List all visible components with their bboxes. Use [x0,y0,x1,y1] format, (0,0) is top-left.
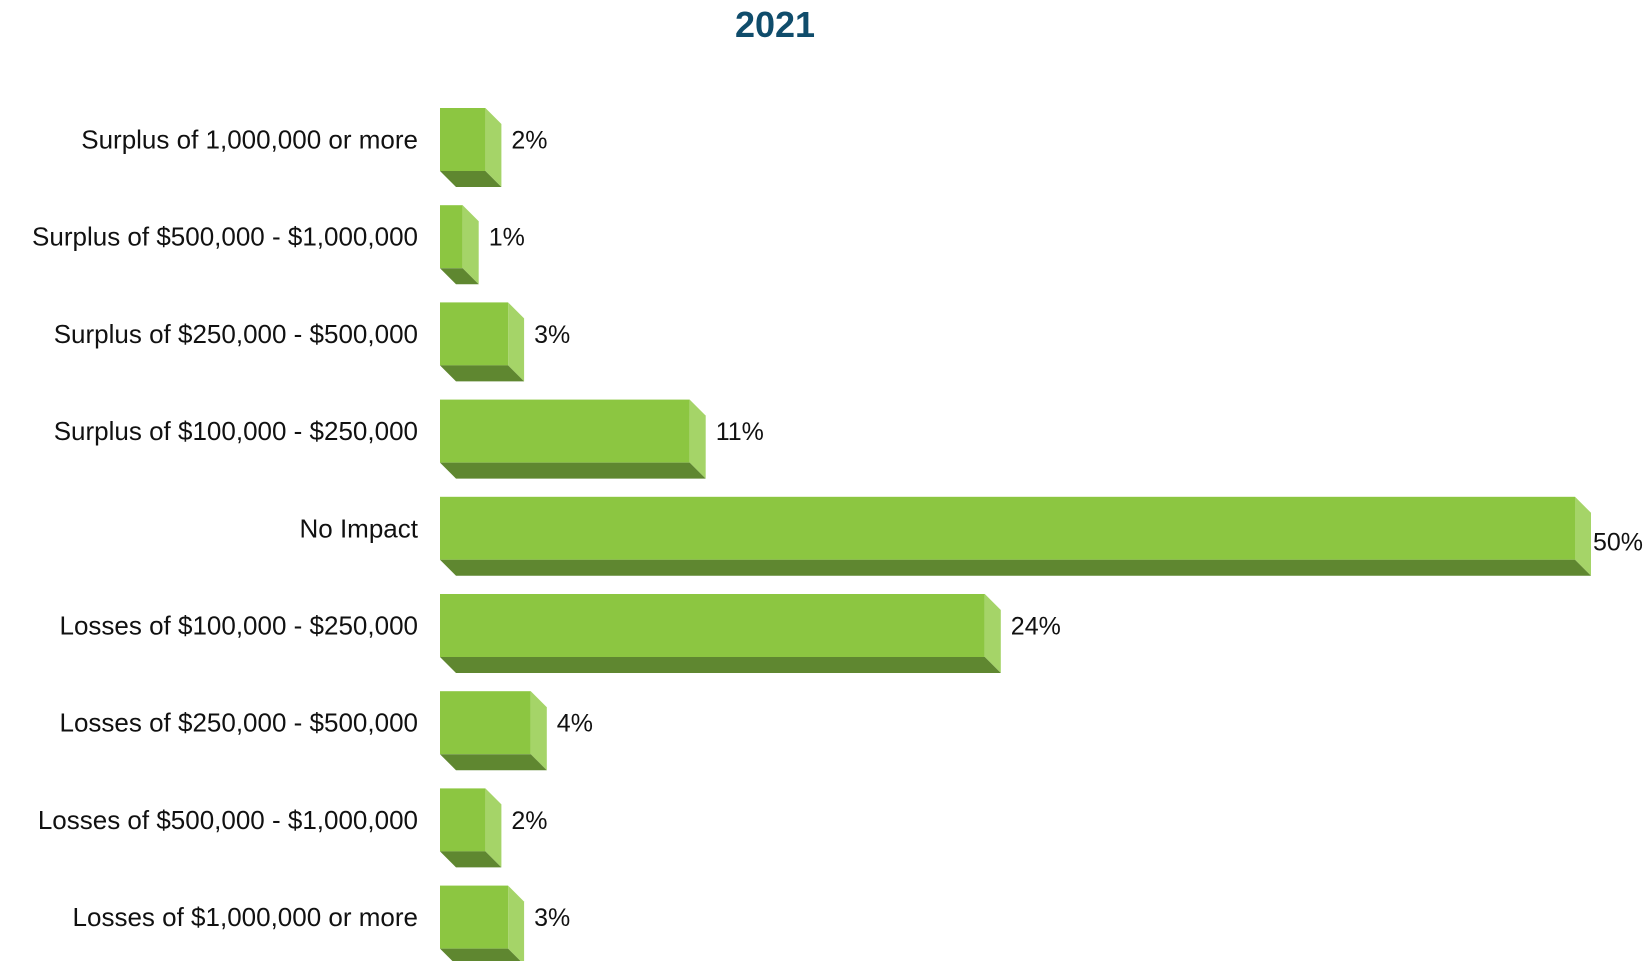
bar-group [440,302,525,382]
bar-side [462,205,479,285]
category-label: Surplus of $500,000 - $1,000,000 [32,222,418,252]
bar-bottom [440,462,706,479]
value-label: 1% [489,224,525,252]
bar-group [440,594,1001,673]
value-label: 2% [511,127,547,155]
bar [440,691,531,755]
bar-bottom [440,171,502,187]
bar-group [440,399,706,479]
bar-bottom [440,365,525,382]
value-label: 3% [534,321,570,349]
bar [440,788,486,852]
bar-side [485,788,502,868]
chart-title: 2021 [734,4,816,45]
bar-side [689,399,706,479]
category-label: Surplus of $250,000 - $500,000 [54,319,418,349]
bar-group [440,788,502,868]
value-label: 3% [534,904,570,932]
category-label: Surplus of 1,000,000 or more [81,125,418,155]
bar [440,496,1575,560]
bar [440,885,509,949]
category-label: Losses of $250,000 - $500,000 [59,708,418,738]
bar-bottom [440,754,547,771]
bar-group [440,108,502,187]
value-label: 50% [1593,528,1643,556]
bar [440,205,463,269]
value-label: 2% [511,807,547,835]
bar [440,594,985,657]
bar-group [440,691,547,771]
bar [440,108,486,171]
category-label: Losses of $100,000 - $250,000 [59,611,418,641]
category-label: Losses of $1,000,000 or more [73,902,418,932]
bars-layer [440,108,1591,961]
bar-bottom [440,268,479,285]
value-label: 4% [557,710,593,738]
bar-side [1575,496,1591,576]
bar-bottom [440,948,521,961]
bar-side [508,885,525,961]
bar [440,302,509,366]
bar-bottom [440,559,1591,576]
category-label: No Impact [300,513,419,543]
bar-group [440,205,479,285]
value-label: 24% [1011,613,1061,641]
category-label: Losses of $500,000 - $1,000,000 [38,805,418,835]
bar-group [440,885,525,961]
bar [440,399,690,463]
bar-side [485,108,502,187]
labels-layer: Surplus of 1,000,000 or more 2% Surplus of… [32,125,1643,933]
value-label: 11% [716,418,764,446]
bar-side [508,302,525,382]
bar-side [530,691,547,771]
bar-side [984,594,1001,673]
bar-group [440,496,1591,576]
bar-bottom [440,851,502,868]
category-label: Surplus of $100,000 - $250,000 [54,416,418,446]
bar-bottom [440,657,1001,673]
